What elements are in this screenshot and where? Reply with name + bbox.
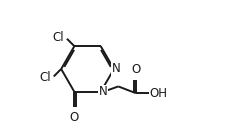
Text: OH: OH <box>150 87 168 100</box>
Text: O: O <box>131 63 140 76</box>
Text: N: N <box>99 85 108 98</box>
Text: Cl: Cl <box>53 31 64 44</box>
Text: O: O <box>70 111 79 124</box>
Text: N: N <box>112 63 121 75</box>
Text: Cl: Cl <box>39 71 51 84</box>
